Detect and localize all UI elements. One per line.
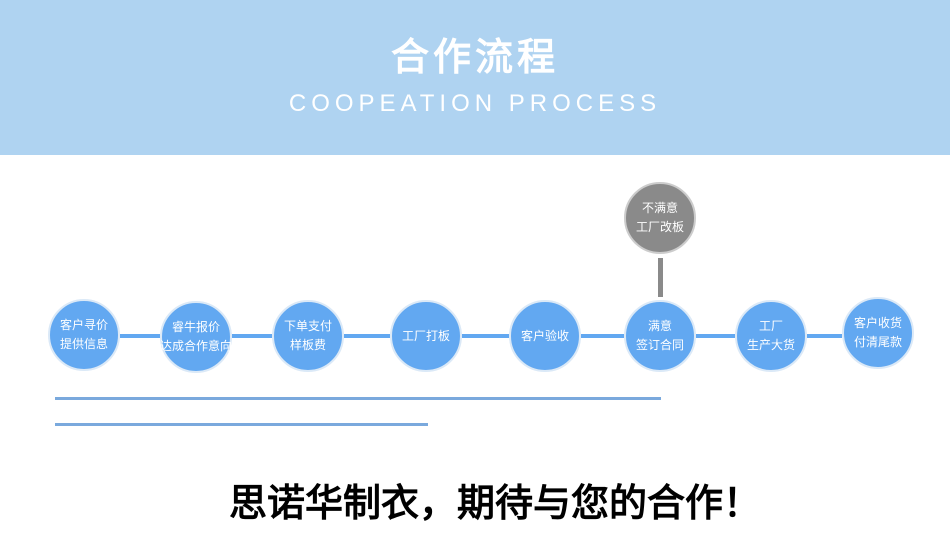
step-7: 工厂 生产大货 (735, 300, 807, 372)
step-1: 客户寻价 提供信息 (48, 299, 120, 371)
step-label: 样板费 (289, 338, 326, 352)
step-label: 客户寻价 (59, 318, 108, 332)
step-label: 签订合同 (635, 338, 684, 352)
step-4: 工厂打板 (390, 300, 462, 372)
page-subtitle: COOPEATION PROCESS (288, 90, 662, 117)
branch-connector (658, 258, 663, 297)
step-label: 生产大货 (746, 338, 795, 352)
step-label: 满意 (647, 319, 672, 333)
branch-label: 不满意 (641, 201, 678, 215)
divider-line (55, 423, 428, 426)
step-label: 工厂打板 (401, 328, 450, 343)
step-3: 下单支付 样板费 (272, 300, 344, 372)
step-6: 满意 签订合同 (624, 300, 696, 372)
connector (120, 334, 160, 338)
step-2: 睿牛报价达成合作意向 (160, 301, 232, 373)
step-label: 提供信息 (59, 337, 108, 351)
divider-line (55, 397, 661, 400)
page-title: 合作流程 (390, 35, 559, 79)
step-5: 客户验收 (509, 300, 581, 372)
connector (344, 334, 390, 338)
connector (232, 334, 272, 338)
step-label: 工厂 (758, 319, 783, 333)
connector (462, 334, 509, 338)
connector (807, 334, 842, 338)
branch-step: 不满意 工厂改板 (624, 182, 696, 254)
step-label: 客户验收 (520, 328, 569, 343)
step-label: 达成合作意向 (160, 339, 233, 353)
connector (581, 334, 624, 338)
step-label: 睿牛报价 (171, 320, 220, 334)
step-label: 付清尾款 (853, 335, 902, 349)
step-label: 下单支付 (283, 319, 332, 333)
step-label: 客户收货 (853, 316, 902, 330)
header-banner: 合作流程 COOPEATION PROCESS (0, 0, 950, 155)
connector (696, 334, 735, 338)
step-8: 客户收货 付清尾款 (842, 297, 914, 369)
slogan: 思诺华制衣，期待与您的合作！ (228, 480, 761, 525)
branch-label: 工厂改板 (635, 220, 684, 234)
